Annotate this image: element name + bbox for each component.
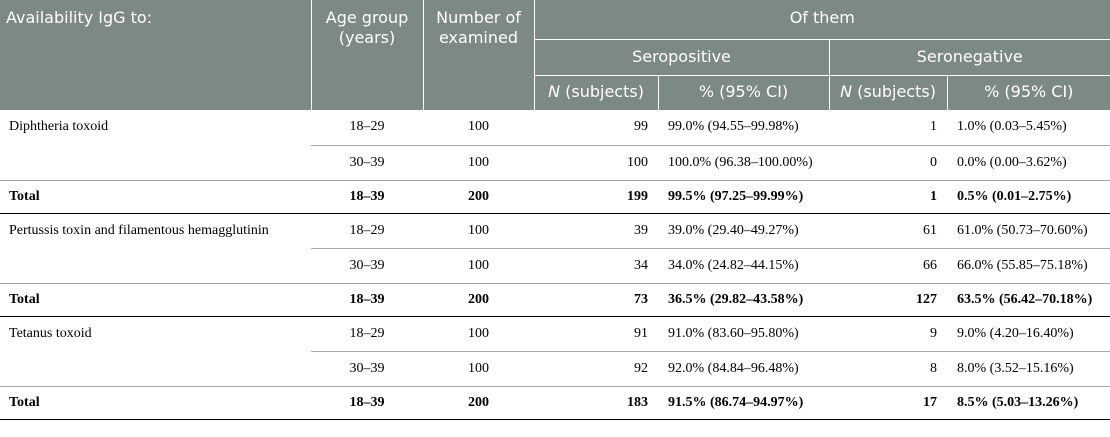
cell-neg-n: 8 (829, 351, 947, 387)
cell-neg-n: 127 (829, 282, 947, 317)
cell-pos-n: 39 (534, 213, 658, 249)
total-label: Total (0, 282, 311, 317)
cell-pos-pct: 36.5% (29.82–43.58%) (658, 282, 829, 317)
table-row: 30–39 100 34 34.0% (24.82–44.15%) 66 66.… (0, 248, 1110, 284)
table-row: 30–39 100 100 100.0% (96.38–100.00%) 0 0… (0, 145, 1110, 181)
cell-pos-pct: 39.0% (29.40–49.27%) (658, 213, 829, 249)
cell-pos-n: 199 (534, 179, 658, 214)
cell-pos-pct: 91.0% (83.60–95.80%) (658, 316, 829, 352)
cell-examined: 100 (423, 213, 534, 249)
header-pos-pct-ci: % (95% CI) (657, 74, 830, 110)
cell-neg-pct: 63.5% (56.42–70.18%) (947, 282, 1110, 317)
cell-pos-n: 99 (534, 110, 658, 146)
cell-neg-pct: 61.0% (50.73–70.60%) (947, 213, 1110, 249)
cell-neg-n: 0 (829, 145, 947, 181)
total-label: Total (0, 385, 311, 420)
cell-neg-pct: 9.0% (4.20–16.40%) (947, 316, 1110, 352)
group-name-spacer (0, 145, 311, 181)
cell-neg-n: 66 (829, 248, 947, 284)
header-number-examined: Number of examined (422, 0, 535, 110)
cell-examined: 100 (423, 110, 534, 146)
cell-pos-n: 91 (534, 316, 658, 352)
cell-pos-pct: 91.5% (86.74–94.97%) (658, 385, 829, 420)
header-of-them: Of them (533, 0, 1110, 39)
header-age-group: Age group (years) (310, 0, 424, 110)
cell-pos-n: 73 (534, 282, 658, 317)
cell-age: 30–39 (311, 351, 423, 387)
cell-examined: 100 (423, 351, 534, 387)
table-row: Pertussis toxin and filamentous hemagglu… (0, 213, 1110, 249)
cell-age: 18–39 (311, 385, 423, 420)
cell-neg-n: 1 (829, 110, 947, 146)
n-subjects-label: (subjects) (852, 81, 936, 101)
total-label: Total (0, 179, 311, 214)
header-seronegative: Seronegative (828, 38, 1110, 75)
header-pos-n-subjects: N (subjects) (533, 74, 659, 110)
cell-pos-n: 92 (534, 351, 658, 387)
cell-pos-pct: 99.0% (94.55–99.98%) (658, 110, 829, 146)
cell-neg-pct: 0.0% (0.00–3.62%) (947, 145, 1110, 181)
cell-age: 18–29 (311, 110, 423, 146)
cell-neg-pct: 0.5% (0.01–2.75%) (947, 179, 1110, 214)
total-row: Total 18–39 200 183 91.5% (86.74–94.97%)… (0, 385, 1110, 420)
header-seropositive: Seropositive (533, 38, 830, 75)
cell-pos-n: 100 (534, 145, 658, 181)
header-neg-n-subjects: N (subjects) (828, 74, 948, 110)
cell-neg-pct: 8.0% (3.52–15.16%) (947, 351, 1110, 387)
table-row: Diphtheria toxoid 18–29 100 99 99.0% (94… (0, 110, 1110, 146)
total-row: Total 18–39 200 73 36.5% (29.82–43.58%) … (0, 282, 1110, 317)
cell-pos-n: 183 (534, 385, 658, 420)
cell-neg-pct: 66.0% (55.85–75.18%) (947, 248, 1110, 284)
cell-age: 18–39 (311, 282, 423, 317)
cell-pos-pct: 99.5% (97.25–99.99%) (658, 179, 829, 214)
group-name: Diphtheria toxoid (9, 119, 109, 134)
cell-neg-pct: 1.0% (0.03–5.45%) (947, 110, 1110, 146)
cell-examined: 100 (423, 145, 534, 181)
table-body: Diphtheria toxoid 18–29 100 99 99.0% (94… (0, 110, 1110, 420)
group-name: Tetanus toxoid (9, 325, 92, 341)
group-name: Pertussis toxin and filamentous hemagglu… (9, 222, 269, 238)
cell-neg-n: 9 (829, 316, 947, 352)
table-header: Availability IgG to: Age group (years) N… (0, 0, 1110, 110)
n-italic: N (840, 81, 853, 101)
cell-pos-pct: 34.0% (24.82–44.15%) (658, 248, 829, 284)
cell-neg-pct: 8.5% (5.03–13.26%) (947, 385, 1110, 420)
cell-neg-n: 17 (829, 385, 947, 420)
cell-neg-n: 1 (829, 179, 947, 214)
total-row: Total 18–39 200 199 99.5% (97.25–99.99%)… (0, 179, 1110, 214)
table-row: 30–39 100 92 92.0% (84.84–96.48%) 8 8.0%… (0, 351, 1110, 387)
cell-age: 18–39 (311, 179, 423, 214)
cell-age: 18–29 (311, 213, 423, 249)
group-name-spacer (0, 248, 311, 284)
cell-pos-pct: 92.0% (84.84–96.48%) (658, 351, 829, 387)
n-subjects-label: (subjects) (560, 81, 644, 101)
seroprevalence-table: Availability IgG to: Age group (years) N… (0, 0, 1110, 420)
cell-neg-n: 61 (829, 213, 947, 249)
cell-examined: 100 (423, 248, 534, 284)
n-italic: N (548, 81, 561, 101)
cell-examined: 200 (423, 385, 534, 420)
cell-age: 30–39 (311, 248, 423, 284)
cell-pos-pct: 100.0% (96.38–100.00%) (658, 145, 829, 181)
cell-age: 18–29 (311, 316, 423, 352)
group-name-spacer (0, 351, 311, 387)
header-availability: Availability IgG to: (0, 0, 312, 110)
header-neg-pct-ci: % (95% CI) (946, 74, 1110, 110)
cell-pos-n: 34 (534, 248, 658, 284)
cell-examined: 100 (423, 316, 534, 352)
cell-age: 30–39 (311, 145, 423, 181)
cell-examined: 200 (423, 179, 534, 214)
cell-examined: 200 (423, 282, 534, 317)
table-row: Tetanus toxoid 18–29 100 91 91.0% (83.60… (0, 316, 1110, 352)
